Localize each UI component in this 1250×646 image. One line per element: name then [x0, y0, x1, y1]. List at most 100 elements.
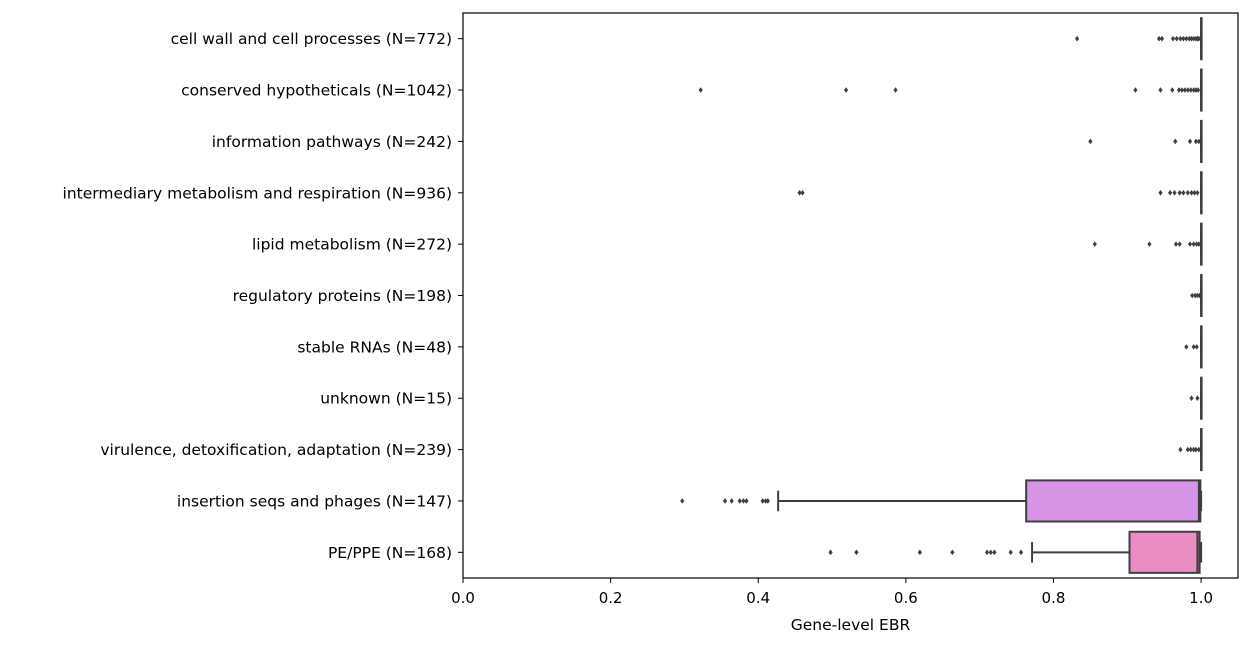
category-label: regulatory proteins (N=198): [233, 287, 452, 305]
outlier-point: [737, 498, 742, 504]
outlier-point: [1196, 87, 1201, 93]
outlier-point: [729, 498, 734, 504]
outlier-point: [797, 189, 802, 196]
outlier-point: [1196, 35, 1201, 42]
outlier-point: [1170, 35, 1176, 42]
outlier-point: [1185, 446, 1190, 453]
outlier-point: [1185, 189, 1190, 196]
outlier-point: [1191, 241, 1196, 247]
category-group: [1184, 325, 1203, 369]
outlier-point: [1179, 87, 1185, 93]
outlier-point: [760, 498, 765, 504]
outlier-point: [1187, 138, 1193, 145]
outlier-point: [1167, 189, 1173, 196]
category-labels: cell wall and cell processes (N=772) cons…: [63, 30, 463, 562]
category-group: [1092, 222, 1203, 266]
outlier-point: [1158, 189, 1163, 196]
outlier-point: [992, 549, 997, 556]
outlier-point: [1193, 292, 1198, 299]
outlier-point: [1174, 35, 1179, 42]
outlier-point: [1193, 446, 1199, 453]
outlier-point: [1176, 87, 1182, 93]
x-tick-label: 0.8: [1042, 589, 1066, 607]
category-label: lipid metabolism (N=272): [252, 236, 452, 254]
category-group: [698, 68, 1203, 112]
category-label: stable RNAs (N=48): [297, 338, 452, 356]
category-label: virulence, detoxification, adaptation (N…: [100, 441, 452, 459]
outlier-point: [1159, 35, 1165, 42]
outlier-point: [1184, 344, 1189, 350]
outlier-point: [1189, 395, 1194, 402]
x-tick-label: 0.4: [746, 589, 770, 607]
outlier-point: [1187, 241, 1193, 247]
outlier-point: [1074, 35, 1080, 42]
outlier-point: [1188, 446, 1193, 453]
outlier-point: [1158, 87, 1163, 93]
outlier-point: [1196, 138, 1201, 145]
outlier-point: [1196, 446, 1201, 453]
category-label: intermediary metabolism and respiration …: [63, 184, 452, 202]
outlier-point: [1195, 189, 1200, 196]
outlier-point: [1192, 189, 1197, 196]
outlier-point: [1181, 35, 1186, 42]
category-group: [1190, 273, 1203, 318]
outlier-point: [893, 87, 898, 93]
outlier-point: [680, 498, 685, 504]
boxes-layer: [680, 17, 1203, 574]
category-group: [1189, 376, 1203, 420]
outlier-point: [1191, 446, 1196, 453]
outlier-point: [1133, 87, 1138, 93]
outlier-point: [763, 498, 768, 504]
outlier-point: [1178, 446, 1183, 453]
outlier-point: [1196, 241, 1201, 247]
outlier-point: [765, 498, 770, 504]
category-label: insertion seqs and phages (N=147): [177, 492, 452, 510]
outlier-point: [1184, 35, 1189, 42]
category-group: [797, 171, 1203, 215]
outlier-point: [1018, 549, 1024, 556]
outlier-point: [1194, 344, 1199, 350]
outlier-point: [1178, 35, 1183, 42]
outlier-point: [1189, 189, 1194, 196]
outlier-point: [1195, 292, 1200, 299]
outlier-point: [1194, 241, 1199, 247]
outlier-point: [1191, 87, 1196, 93]
outlier-point: [800, 189, 805, 196]
outlier-point: [1147, 241, 1152, 247]
outlier-point: [1156, 35, 1162, 42]
outlier-point: [1185, 87, 1190, 93]
outlier-point: [698, 87, 703, 93]
outlier-point: [722, 498, 728, 504]
outlier-point: [741, 498, 746, 504]
outlier-point: [1191, 35, 1196, 42]
category-group: [1088, 119, 1203, 163]
outlier-point: [984, 549, 990, 556]
outlier-point: [1008, 549, 1013, 556]
outlier-point: [854, 549, 859, 556]
category-label: information pathways (N=242): [212, 133, 452, 151]
outlier-point: [828, 549, 833, 556]
outlier-point: [1190, 292, 1195, 299]
outlier-point: [1197, 292, 1202, 299]
outlier-point: [1172, 189, 1177, 196]
outlier-point: [1092, 241, 1097, 247]
outlier-point: [1188, 87, 1193, 93]
outlier-point: [1193, 87, 1199, 93]
category-label: cell wall and cell processes (N=772): [171, 30, 452, 48]
outlier-point: [1195, 395, 1200, 402]
outlier-point: [1173, 241, 1179, 247]
outlier-point: [1189, 35, 1194, 42]
outlier-point: [1193, 138, 1199, 145]
x-axis-title: Gene-level EBR: [791, 616, 911, 634]
x-tick-label: 0.0: [451, 589, 475, 607]
category-group: [680, 479, 1203, 523]
x-tick-label: 0.2: [599, 589, 623, 607]
outlier-point: [1170, 87, 1175, 93]
x-axis: 0.0 0.2 0.4 0.6 0.8 1.0: [451, 578, 1213, 607]
outlier-point: [843, 87, 849, 93]
outlier-point: [1088, 138, 1093, 145]
iqr-box: [1025, 479, 1202, 523]
x-tick-label: 1.0: [1189, 589, 1213, 607]
outlier-point: [1187, 35, 1192, 42]
